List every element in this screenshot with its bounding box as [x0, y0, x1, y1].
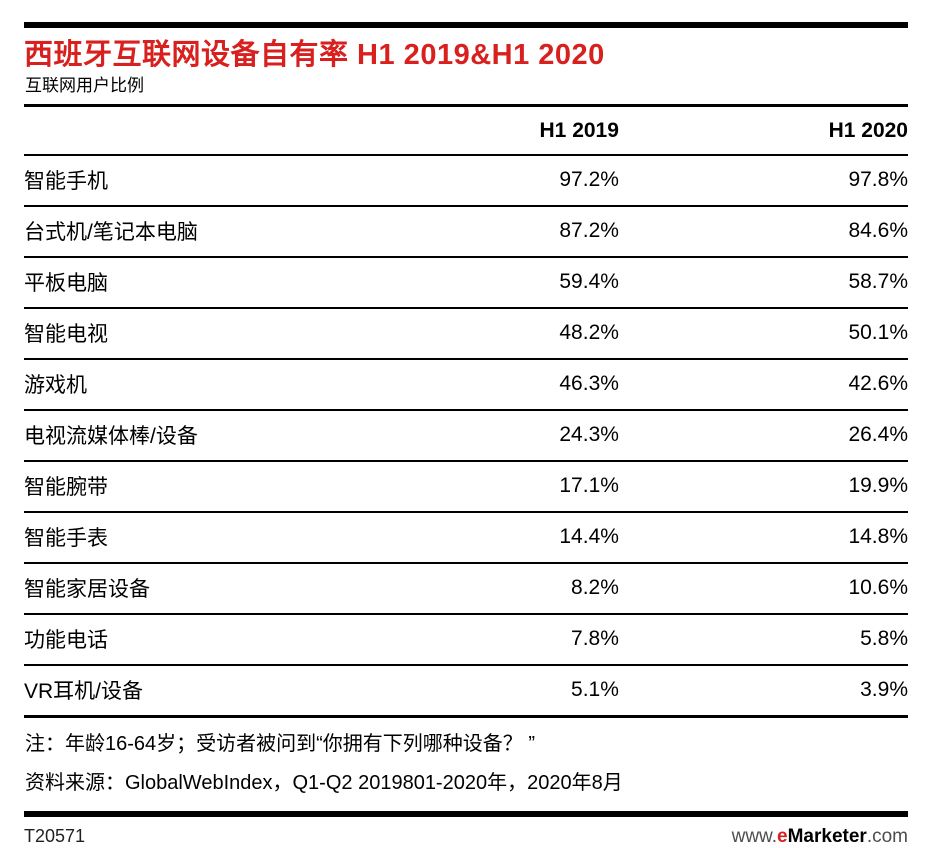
- value-h1-2019: 46.3%: [377, 359, 619, 411]
- header-h1-2020: H1 2020: [618, 107, 908, 156]
- value-h1-2019: 8.2%: [377, 563, 619, 615]
- value-h1-2020: 10.6%: [618, 563, 908, 615]
- value-h1-2019: 17.1%: [377, 461, 619, 513]
- table-row: VR耳机/设备 5.1% 3.9%: [24, 665, 908, 718]
- url-brand: Marketer: [787, 826, 867, 847]
- value-h1-2019: 24.3%: [377, 410, 619, 462]
- value-h1-2020: 3.9%: [618, 665, 908, 718]
- device-label: 智能腕带: [24, 461, 378, 513]
- url-e-red: e: [777, 826, 788, 847]
- device-label: 智能家居设备: [24, 563, 378, 615]
- table-row: 台式机/笔记本电脑 87.2% 84.6%: [24, 206, 908, 258]
- value-h1-2020: 58.7%: [618, 257, 908, 309]
- bottom-divider: [24, 811, 908, 817]
- subtitle-divider: [24, 104, 908, 107]
- table-row: 智能手机 97.2% 97.8%: [24, 155, 908, 207]
- value-h1-2020: 5.8%: [618, 614, 908, 666]
- value-h1-2020: 14.8%: [618, 512, 908, 564]
- device-label: 电视流媒体棒/设备: [24, 410, 378, 462]
- value-h1-2019: 5.1%: [377, 665, 619, 718]
- table-row: 智能腕带 17.1% 19.9%: [24, 461, 908, 513]
- value-h1-2020: 26.4%: [618, 410, 908, 462]
- table-header-row: H1 2019 H1 2020: [24, 107, 908, 156]
- value-h1-2019: 48.2%: [377, 308, 619, 360]
- source-line: 资料来源：GlobalWebIndex，Q1-Q2 2019801-2020年，…: [25, 772, 623, 794]
- url-com: .com: [866, 826, 908, 847]
- url-www: www.: [731, 826, 778, 847]
- value-h1-2019: 14.4%: [377, 512, 619, 564]
- page-subtitle: 互联网用户比例: [25, 76, 144, 95]
- header-h1-2019: H1 2019: [377, 107, 619, 156]
- device-label: 功能电话: [24, 614, 378, 666]
- table-row: 功能电话 7.8% 5.8%: [24, 614, 908, 666]
- emarketer-figure-page: 西班牙互联网设备自有率 H1 2019&H1 2020 互联网用户比例 H1 2…: [24, 22, 908, 847]
- header-device-column: [24, 107, 378, 156]
- value-h1-2020: 42.6%: [618, 359, 908, 411]
- table-row: 游戏机 46.3% 42.6%: [24, 359, 908, 411]
- value-h1-2020: 84.6%: [618, 206, 908, 258]
- top-divider: [24, 22, 908, 28]
- device-label: 智能手机: [24, 155, 378, 207]
- figure-id: T20571: [24, 826, 86, 846]
- value-h1-2019: 97.2%: [377, 155, 619, 207]
- table-row: 平板电脑 59.4% 58.7%: [24, 257, 908, 309]
- device-label: VR耳机/设备: [24, 665, 378, 718]
- footer: T20571 www.eMarketer.com: [24, 826, 908, 848]
- device-label: 智能电视: [24, 308, 378, 360]
- device-label: 平板电脑: [24, 257, 378, 309]
- value-h1-2019: 87.2%: [377, 206, 619, 258]
- device-label: 台式机/笔记本电脑: [24, 206, 378, 258]
- page-title: 西班牙互联网设备自有率 H1 2019&H1 2020: [24, 39, 605, 71]
- device-label: 智能手表: [24, 512, 378, 564]
- value-h1-2019: 59.4%: [377, 257, 619, 309]
- table-row: 电视流媒体棒/设备 24.3% 26.4%: [24, 410, 908, 462]
- footnote: 注：年龄16-64岁；受访者被问到“你拥有下列哪种设备？ ”: [25, 733, 536, 755]
- value-h1-2020: 97.8%: [618, 155, 908, 207]
- emarketer-link[interactable]: www.eMarketer.com: [732, 826, 908, 848]
- value-h1-2020: 19.9%: [618, 461, 908, 513]
- table-row: 智能家居设备 8.2% 10.6%: [24, 563, 908, 615]
- device-label: 游戏机: [24, 359, 378, 411]
- value-h1-2019: 7.8%: [377, 614, 619, 666]
- table-row: 智能手表 14.4% 14.8%: [24, 512, 908, 564]
- device-ownership-table: H1 2019 H1 2020 智能手机 97.2% 97.8% 台式机/笔记本…: [24, 107, 908, 718]
- value-h1-2020: 50.1%: [618, 308, 908, 360]
- table-row: 智能电视 48.2% 50.1%: [24, 308, 908, 360]
